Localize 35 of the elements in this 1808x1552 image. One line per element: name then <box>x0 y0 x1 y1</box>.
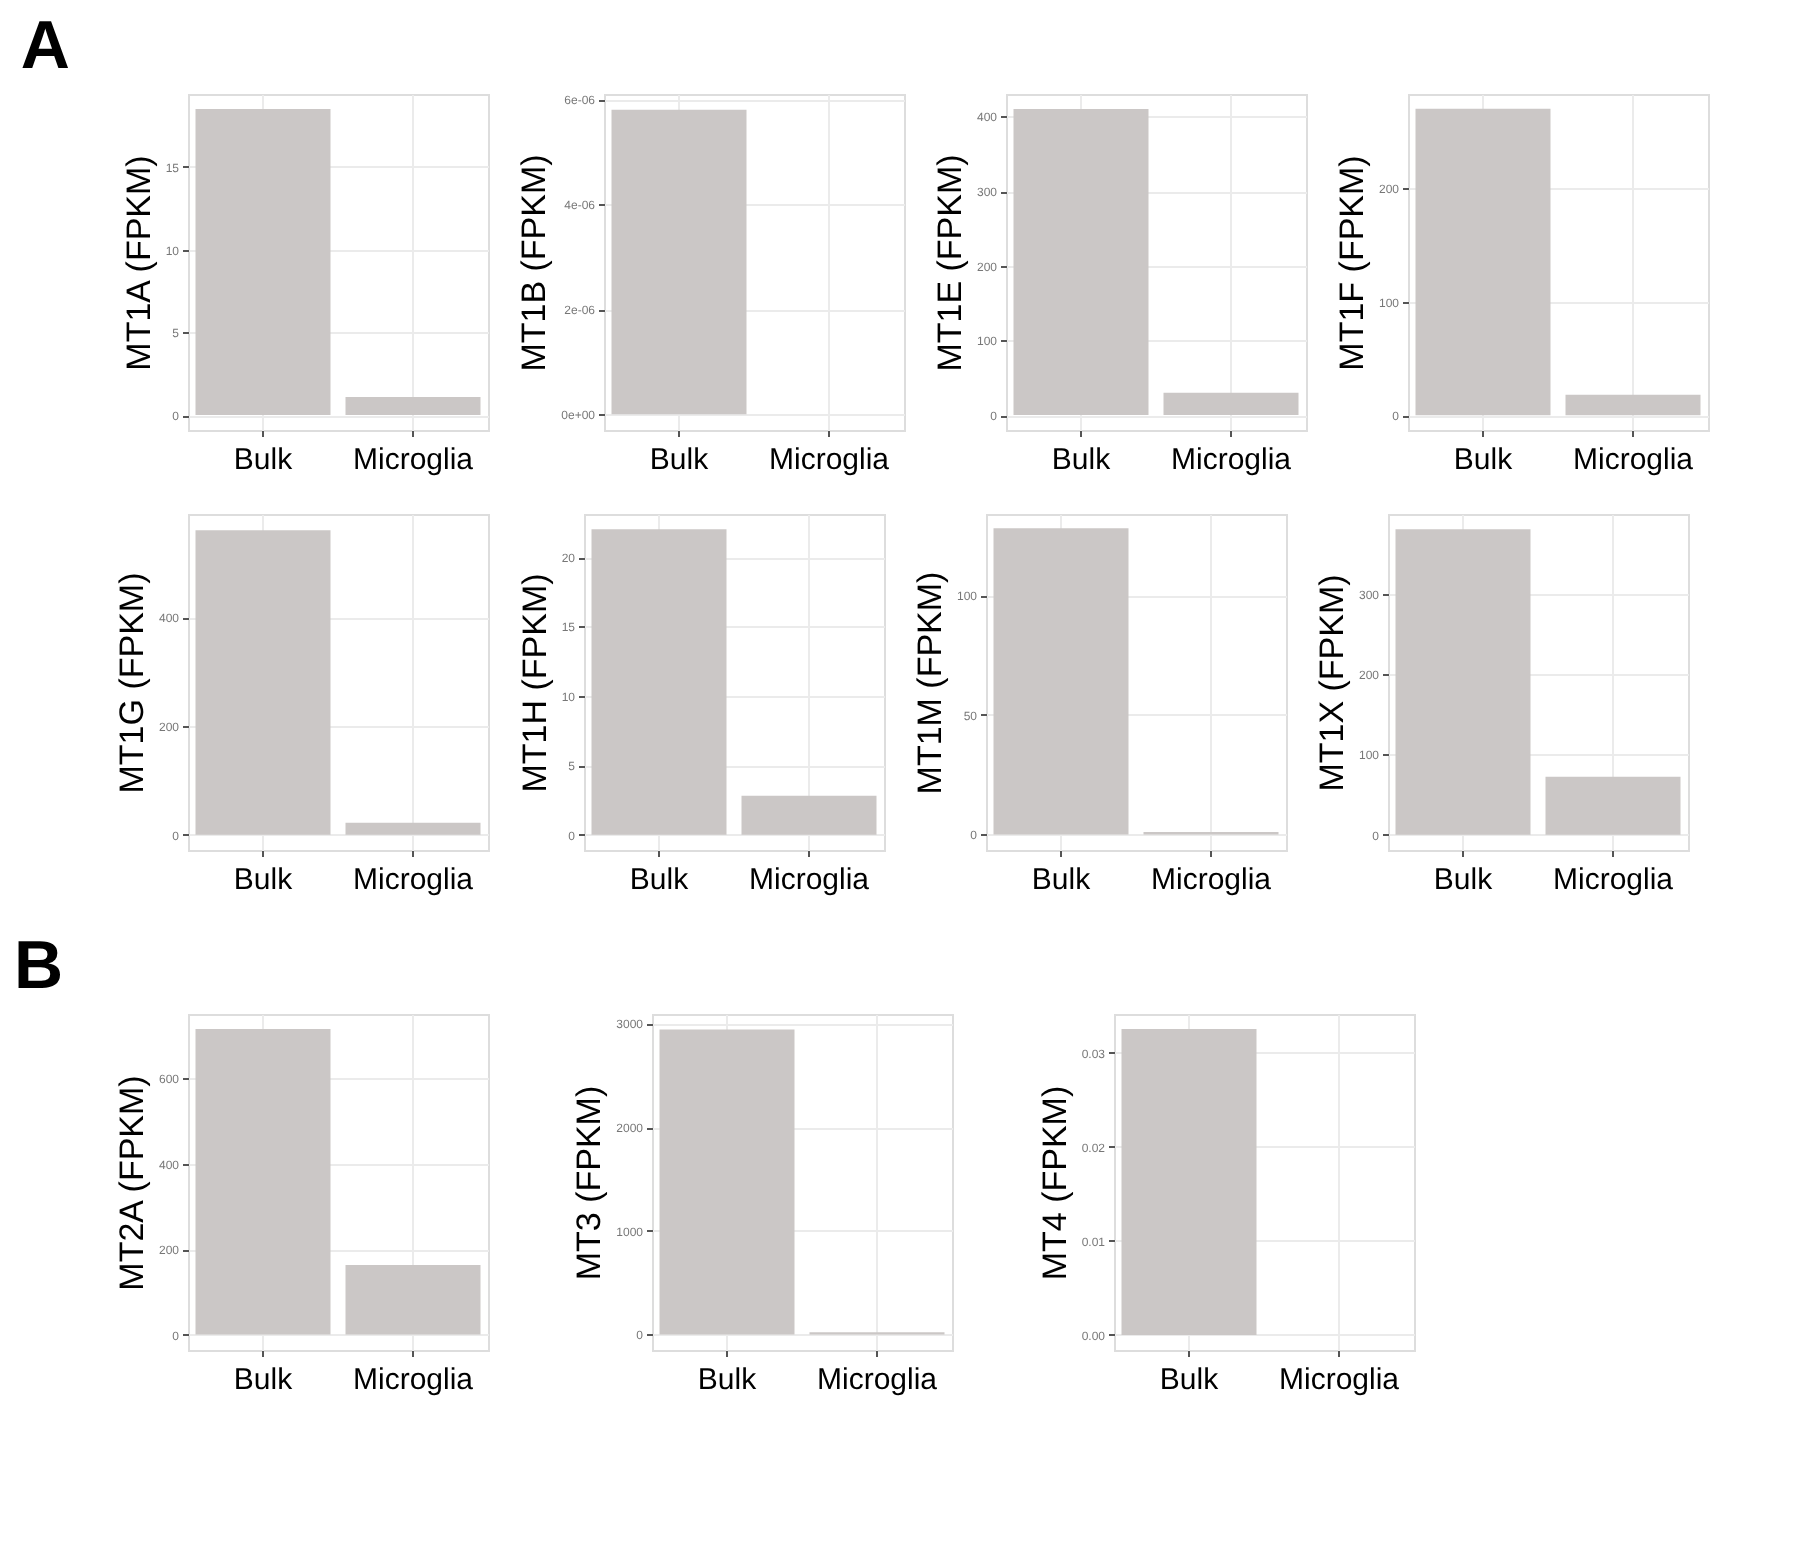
chart-title: B <box>13 928 64 1004</box>
y-axis-title: MT1M (FPKM) <box>910 571 949 795</box>
x-tick-label: Microglia <box>352 1363 475 1397</box>
x-tick-label: Bulk <box>233 1363 294 1397</box>
x-tick-label: Microglia <box>1170 443 1293 477</box>
x-tick-label: Bulk <box>233 863 294 897</box>
x-tick-label: Microglia <box>1278 1363 1401 1397</box>
x-tick-label: Microglia <box>1150 863 1273 897</box>
y-axis-title: MT1F (FPKM) <box>1332 155 1371 371</box>
y-axis-title: MT2A (FPKM) <box>112 1075 151 1291</box>
y-axis-title: MT4 (FPKM) <box>1035 1085 1074 1281</box>
x-tick-label: Bulk <box>1159 1363 1220 1397</box>
x-tick-label: Bulk <box>1051 443 1112 477</box>
x-tick-label: Bulk <box>1433 863 1494 897</box>
x-tick-label: Microglia <box>1572 443 1695 477</box>
x-tick-label: Microglia <box>1552 863 1675 897</box>
y-axis-title: MT1A (FPKM) <box>119 155 158 371</box>
x-tick-label: Bulk <box>1453 443 1514 477</box>
y-axis-title: MT1H (FPKM) <box>515 573 554 793</box>
x-tick-label: Bulk <box>1031 863 1092 897</box>
x-tick-label: Microglia <box>748 863 871 897</box>
x-tick-label: Bulk <box>697 1363 758 1397</box>
x-tick-label: Microglia <box>352 443 475 477</box>
x-tick-label: Bulk <box>629 863 690 897</box>
y-axis-title: MT1E (FPKM) <box>930 154 969 372</box>
x-tick-label: Microglia <box>768 443 891 477</box>
y-axis-title: MT1G (FPKM) <box>112 572 151 794</box>
y-axis-title: MT1B (FPKM) <box>515 154 554 372</box>
x-tick-label: Bulk <box>649 443 710 477</box>
x-tick-label: Microglia <box>816 1363 939 1397</box>
x-tick-label: Bulk <box>233 443 294 477</box>
y-axis-title: MT1X (FPKM) <box>1312 574 1351 792</box>
x-tick-label: Microglia <box>352 863 475 897</box>
y-axis-title: MT3 (FPKM) <box>570 1085 609 1281</box>
chart-title: A <box>20 8 70 84</box>
